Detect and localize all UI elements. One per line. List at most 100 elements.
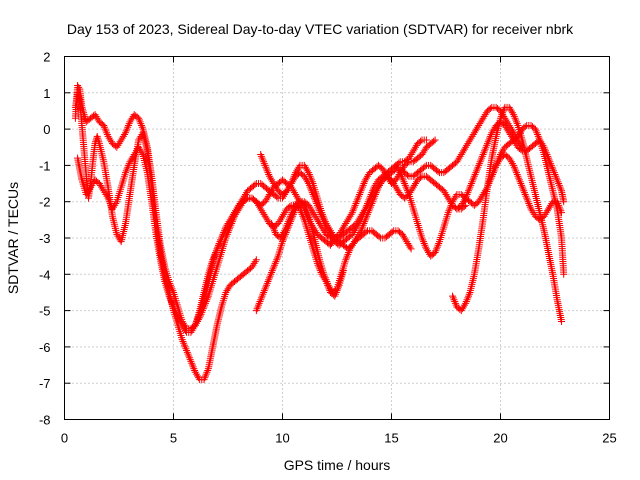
data-point <box>172 310 180 318</box>
data-point <box>135 136 143 144</box>
data-point <box>314 218 322 226</box>
data-point <box>446 205 454 213</box>
data-point <box>343 218 351 226</box>
data-point <box>310 210 318 218</box>
data-point <box>518 181 526 189</box>
data-point <box>355 192 363 200</box>
data-point <box>440 187 448 195</box>
data-point <box>293 167 301 175</box>
data-point <box>513 170 521 178</box>
data-point <box>173 312 181 320</box>
data-point <box>120 131 128 139</box>
series-track-7 <box>268 198 415 296</box>
data-point <box>108 205 116 213</box>
data-point <box>266 272 274 280</box>
data-point <box>262 163 270 171</box>
data-point <box>217 236 225 244</box>
data-point <box>273 193 281 201</box>
data-point <box>519 185 527 193</box>
data-point <box>114 141 122 149</box>
data-point <box>305 169 313 177</box>
data-point <box>499 107 507 115</box>
data-point <box>191 366 199 374</box>
data-point <box>223 225 231 233</box>
data-point <box>370 190 378 198</box>
data-point <box>286 181 294 189</box>
data-point <box>272 258 280 266</box>
data-point <box>431 136 439 144</box>
data-point <box>419 236 427 244</box>
data-point <box>228 216 236 224</box>
data-point <box>124 161 132 169</box>
data-point <box>129 152 137 160</box>
data-point <box>87 183 95 191</box>
x-axis-label: GPS time / hours <box>284 457 391 473</box>
data-point <box>402 236 410 244</box>
data-point <box>422 245 430 253</box>
data-point <box>474 123 482 131</box>
data-point <box>466 136 474 144</box>
data-point <box>480 112 488 120</box>
data-point <box>262 283 270 291</box>
data-point <box>116 138 124 146</box>
data-point <box>444 209 452 217</box>
data-point <box>547 161 555 169</box>
data-point <box>346 212 354 220</box>
data-point <box>259 290 267 298</box>
data-point <box>217 234 225 242</box>
data-point <box>458 200 466 208</box>
data-point <box>292 190 300 198</box>
data-point <box>549 165 557 173</box>
data-point <box>328 239 336 247</box>
data-point <box>209 254 217 262</box>
data-point <box>458 149 466 157</box>
data-point <box>100 121 108 129</box>
data-point <box>462 299 470 307</box>
data-point <box>231 209 239 217</box>
data-point <box>256 203 264 211</box>
data-point <box>340 223 348 231</box>
data-point <box>319 225 327 233</box>
data-point <box>344 216 352 224</box>
data-point <box>349 207 357 215</box>
data-point <box>280 210 288 218</box>
data-point <box>122 167 130 175</box>
data-point <box>406 152 414 160</box>
data-point <box>538 140 546 148</box>
data-point <box>488 172 496 180</box>
data-point <box>356 190 364 198</box>
data-point <box>289 205 297 213</box>
data-point <box>454 156 462 164</box>
data-point <box>124 121 132 129</box>
data-point <box>342 219 350 227</box>
data-point <box>476 196 484 204</box>
data-point <box>276 234 284 242</box>
data-point <box>269 223 277 231</box>
data-point <box>254 303 262 311</box>
data-point <box>284 218 292 226</box>
data-point <box>558 317 566 325</box>
data-point <box>136 145 144 153</box>
data-point <box>181 327 189 335</box>
data-point <box>525 200 533 208</box>
data-point <box>398 172 406 180</box>
data-point <box>265 170 273 178</box>
data-point <box>357 227 365 235</box>
data-point <box>106 198 114 206</box>
data-point <box>269 265 277 273</box>
data-point <box>287 180 295 188</box>
data-point <box>288 178 296 186</box>
data-point <box>277 214 285 222</box>
data-point <box>308 178 316 186</box>
data-point <box>269 178 277 186</box>
data-point <box>544 152 552 160</box>
data-point <box>405 154 413 162</box>
data-point <box>318 223 326 231</box>
data-point <box>465 292 473 300</box>
data-point <box>95 138 103 146</box>
data-point <box>430 137 438 145</box>
data-point <box>230 210 238 218</box>
data-point <box>524 198 532 206</box>
data-point <box>212 247 220 255</box>
axis-ticks: 0 5 10 15 20 25 -8 -7 -6 -5 -4 -3 -2 -1 0 1 2 <box>39 50 617 446</box>
